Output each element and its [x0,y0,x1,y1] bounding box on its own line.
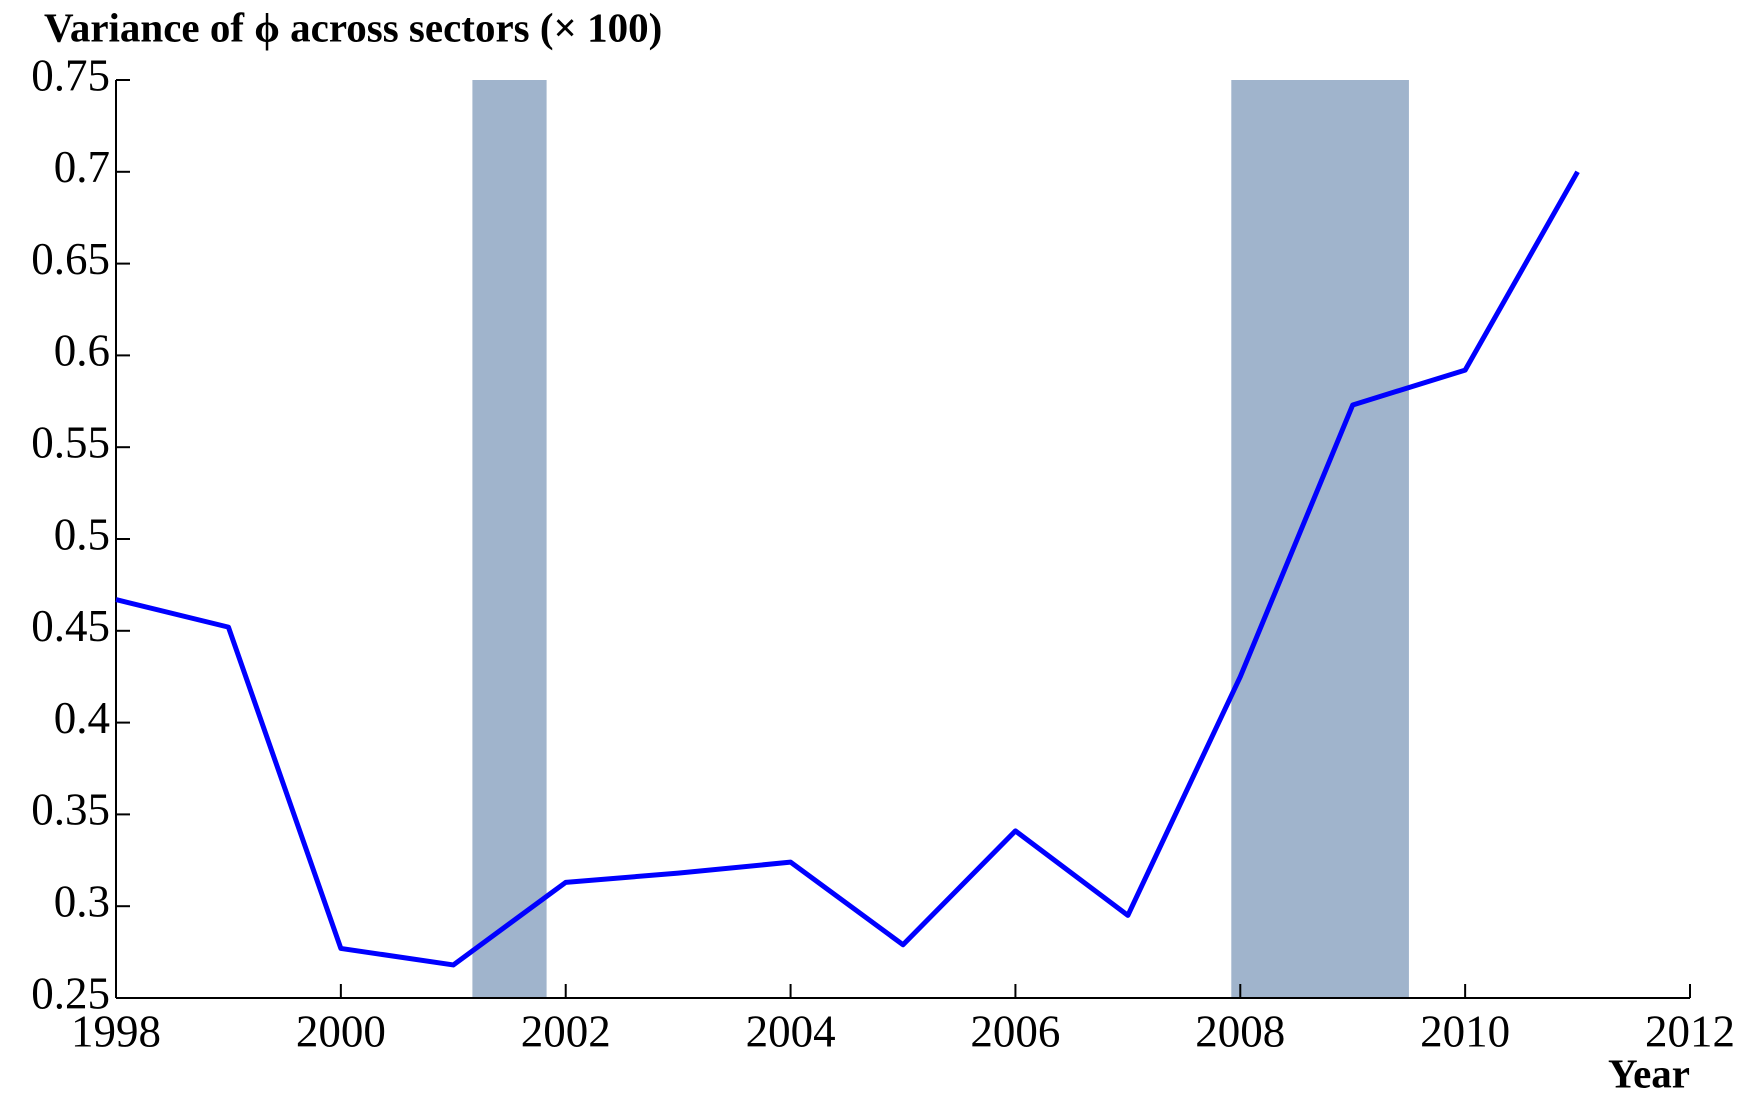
y-tick-label: 0.45 [31,601,110,651]
x-tick-label: 2012 [1645,1006,1735,1056]
x-axis-label: Year [1608,1050,1690,1095]
y-tick-label: 0.55 [31,418,110,468]
x-tick-label: 1998 [71,1006,161,1056]
shaded-range [472,80,547,998]
x-tick-label: 2002 [521,1006,611,1056]
y-tick-label: 0.3 [54,877,110,927]
x-tick-label: 2008 [1195,1006,1285,1056]
x-tick-label: 2010 [1420,1006,1510,1056]
x-tick-label: 2000 [296,1006,386,1056]
y-tick-label: 0.7 [54,142,110,192]
y-tick-label: 0.75 [31,50,110,100]
y-tick-label: 0.6 [54,326,110,376]
shaded-range [1231,80,1409,998]
y-tick-label: 0.35 [31,785,110,835]
chart-title: Variance of ϕ across sectors (× 100) [44,4,662,50]
x-tick-label: 2004 [746,1006,836,1056]
x-tick-label: 2006 [970,1006,1060,1056]
data-line [115,170,1580,968]
y-tick-label: 0.4 [54,693,110,743]
y-tick-label: 0.25 [31,968,110,1018]
y-tick-label: 0.65 [31,234,110,284]
y-tick-label: 0.5 [54,509,110,559]
